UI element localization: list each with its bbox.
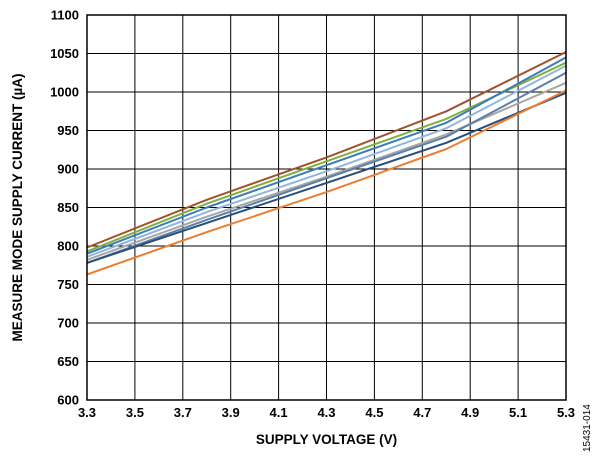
x-tick-label: 5.1	[509, 405, 527, 420]
x-tick-label: 4.3	[317, 405, 335, 420]
y-tick-label: 700	[57, 316, 79, 331]
series-line-1	[86, 51, 567, 249]
y-tick-label: 950	[57, 123, 79, 138]
series-line-3	[86, 56, 567, 255]
x-tick-label: 3.3	[78, 405, 96, 420]
x-tick-label: 3.9	[222, 405, 240, 420]
x-tick-label: 4.9	[461, 405, 479, 420]
y-axis-label: MEASURE MODE SUPPLY CURRENT (µA)	[10, 73, 25, 341]
y-tick-label: 1100	[51, 8, 79, 23]
series-line-6	[86, 71, 567, 264]
x-tick-label: 3.7	[174, 405, 192, 420]
series-line-4	[86, 64, 567, 258]
y-tick-label: 1050	[50, 46, 79, 61]
y-tick-label: 600	[57, 393, 79, 408]
y-tick-label: 900	[57, 162, 79, 177]
figure-id: 15431-014	[582, 404, 593, 452]
x-tick-label: 4.5	[365, 405, 383, 420]
series-line-8	[86, 89, 567, 276]
chart-series	[86, 51, 567, 276]
series-line-5	[86, 81, 567, 261]
x-tick-label: 5.3	[557, 405, 575, 420]
x-axis-label: SUPPLY VOLTAGE (V)	[256, 432, 397, 447]
plot-frame	[86, 14, 567, 401]
y-tick-labels: 600 650 700 750 800 850 900 950 1000 1050 1100	[50, 8, 79, 408]
x-tick-label: 4.7	[413, 405, 431, 420]
y-tick-label: 650	[57, 354, 79, 369]
chart-grid	[86, 14, 567, 401]
x-tick-label: 3.5	[126, 405, 144, 420]
y-tick-label: 800	[57, 239, 79, 254]
series-line-7	[86, 91, 567, 264]
y-tick-label: 750	[57, 277, 79, 292]
x-tick-labels: 3.3 3.5 3.7 3.9 4.1 4.3 4.5 4.7 4.9 5.1 5.3	[78, 405, 575, 420]
y-tick-label: 850	[57, 200, 79, 215]
y-tick-label: 1000	[50, 85, 79, 100]
x-tick-label: 4.1	[270, 405, 288, 420]
